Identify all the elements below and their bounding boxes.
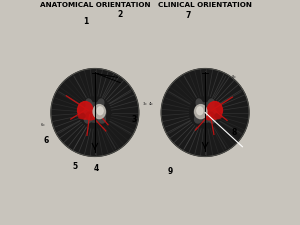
Text: 4b: 4b xyxy=(149,102,153,106)
Ellipse shape xyxy=(195,115,202,123)
Ellipse shape xyxy=(97,107,103,115)
Text: 5: 5 xyxy=(72,162,77,171)
Ellipse shape xyxy=(78,113,85,119)
Text: 9: 9 xyxy=(168,166,173,176)
Circle shape xyxy=(161,69,249,156)
Text: 3: 3 xyxy=(132,115,137,124)
Ellipse shape xyxy=(98,99,104,108)
Text: CLINICAL ORIENTATION: CLINICAL ORIENTATION xyxy=(158,2,252,8)
Ellipse shape xyxy=(195,105,207,119)
Ellipse shape xyxy=(98,115,105,123)
Text: 8: 8 xyxy=(232,128,237,137)
Text: 8b: 8b xyxy=(232,75,236,79)
Text: 7: 7 xyxy=(186,11,191,20)
Text: 6: 6 xyxy=(44,136,49,145)
Ellipse shape xyxy=(205,112,214,120)
Ellipse shape xyxy=(207,101,223,119)
Text: 3b: 3b xyxy=(142,102,147,106)
Ellipse shape xyxy=(208,115,216,123)
Ellipse shape xyxy=(197,107,203,115)
Text: 2: 2 xyxy=(117,10,122,19)
Text: 6b: 6b xyxy=(41,123,46,127)
Ellipse shape xyxy=(77,101,93,119)
Ellipse shape xyxy=(194,103,216,122)
Ellipse shape xyxy=(208,99,214,108)
Ellipse shape xyxy=(215,113,222,119)
Text: 1: 1 xyxy=(83,17,88,26)
Ellipse shape xyxy=(93,105,105,119)
Ellipse shape xyxy=(84,115,92,123)
Ellipse shape xyxy=(86,112,95,120)
Text: 4: 4 xyxy=(93,164,99,173)
Text: ANATOMICAL ORIENTATION: ANATOMICAL ORIENTATION xyxy=(40,2,150,8)
Ellipse shape xyxy=(84,103,106,122)
Circle shape xyxy=(51,69,139,156)
Ellipse shape xyxy=(86,99,92,108)
Ellipse shape xyxy=(196,99,203,108)
